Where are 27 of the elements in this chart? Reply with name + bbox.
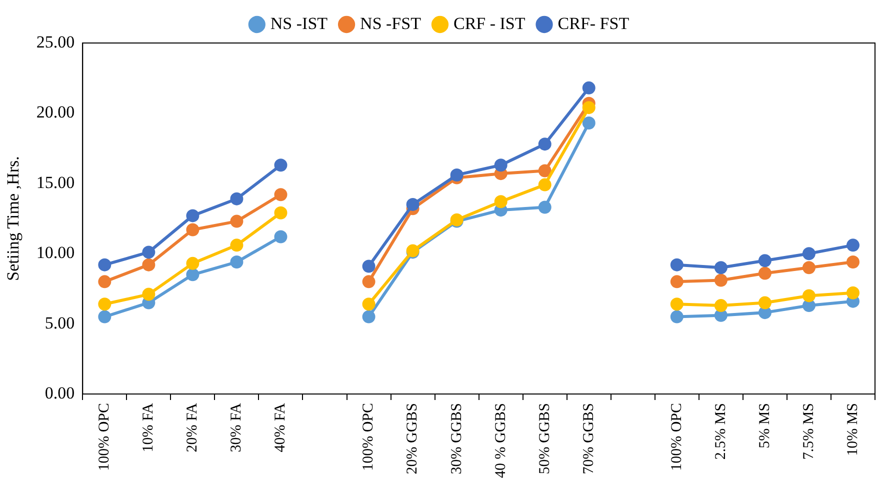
legend-label: CRF - IST xyxy=(453,14,526,33)
x-tick-label: 7.5% MS xyxy=(800,402,817,460)
x-tick-label: 100% OPC xyxy=(360,402,377,471)
y-tick-label: 10.00 xyxy=(36,243,75,262)
x-tick-label: 2.5% MS xyxy=(712,402,729,460)
x-tick-label: 40% FA xyxy=(272,402,289,452)
x-tick-label: 20% GGBS xyxy=(404,402,421,474)
x-tick-label: 30% GGBS xyxy=(448,402,465,474)
x-tick-label: 70% GGBS xyxy=(580,402,597,474)
x-tick-label: 30% FA xyxy=(228,402,245,452)
y-tick-label: 0.00 xyxy=(44,383,75,402)
legend-label: NS -IST xyxy=(270,14,328,33)
y-tick-label: 15.00 xyxy=(36,172,75,192)
x-tick-label: 5% MS xyxy=(756,402,773,448)
x-tick-label: 100% OPC xyxy=(96,402,113,471)
x-tick-label: 40 % GGBS xyxy=(492,402,509,478)
y-axis-title: Setiing Time ,Hrs. xyxy=(4,156,23,281)
y-tick-label: 25.00 xyxy=(36,32,75,52)
x-tick-label: 50% GGBS xyxy=(536,402,553,474)
x-tick-label: 10% MS xyxy=(844,402,861,456)
x-tick-label: 10% FA xyxy=(140,402,157,452)
y-tick-label: 5.00 xyxy=(44,313,75,332)
x-tick-label: 100% OPC xyxy=(668,402,685,471)
legend-label: NS -FST xyxy=(360,14,422,33)
y-tick-label: 20.00 xyxy=(36,102,75,122)
legend-label: CRF- FST xyxy=(558,14,630,33)
x-tick-label: 20% FA xyxy=(184,402,201,452)
